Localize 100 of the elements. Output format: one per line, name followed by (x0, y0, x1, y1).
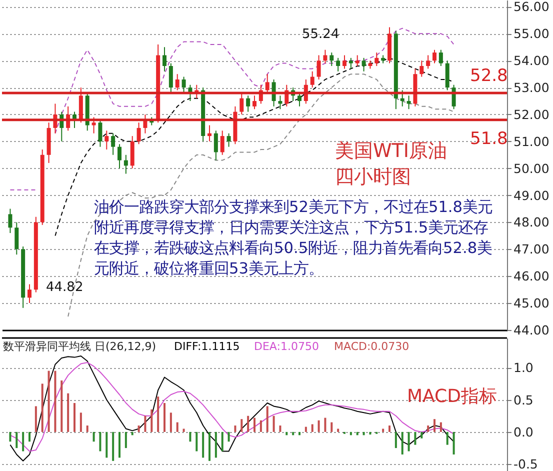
bar (414, 432, 416, 445)
candlestick (400, 90, 404, 107)
candlestick (240, 92, 244, 115)
candlestick (426, 54, 430, 70)
candlestick (208, 124, 212, 142)
bar (324, 418, 326, 432)
bar (401, 432, 404, 454)
bar (80, 412, 82, 432)
candlestick (265, 74, 270, 94)
bar (182, 428, 185, 432)
annotation: 油价一路跌穿大部分支撑来到52美元下方，不过在51.8美元附近再度寻得支撑，日内需要关注这点，下方51.5美元还存在支撑，若跌破这点料看向50.5附近，阻力首先看向52.8美元附近，破位将重回53美元上方。 (94, 198, 493, 278)
bar (150, 409, 153, 432)
bar (157, 396, 160, 432)
y-tick-label: 54.00 (514, 53, 550, 68)
bar (434, 419, 436, 432)
bar (356, 432, 358, 436)
y-tick-label: 56.00 (514, 0, 550, 14)
bar (112, 432, 114, 461)
candlestick (278, 95, 282, 110)
bar (99, 432, 102, 452)
bar (131, 432, 134, 436)
bar (240, 419, 243, 432)
annotation: 四小时图 (335, 166, 411, 188)
bar (92, 432, 95, 442)
bar (234, 426, 236, 432)
bar (408, 432, 410, 452)
y-tick-label: 49.00 (514, 188, 550, 203)
bar (420, 432, 423, 438)
candlestick (98, 119, 102, 148)
candlestick (406, 95, 411, 110)
bar (189, 432, 192, 442)
bar (440, 422, 442, 432)
y-tick-label: 52.00 (514, 106, 550, 122)
candlestick (175, 74, 180, 91)
candlestick (374, 52, 379, 66)
y-tick-label: 1.0 (514, 360, 534, 376)
ref-line-label: 52.8 (470, 66, 508, 86)
bar (318, 420, 320, 432)
bar (28, 432, 30, 442)
bar (176, 422, 178, 432)
bar (118, 432, 120, 458)
bar (388, 426, 390, 432)
bar (272, 416, 275, 432)
candlestick (438, 49, 443, 66)
candlestick (330, 52, 334, 66)
bar (254, 418, 256, 432)
candlestick (168, 62, 173, 94)
candlestick (136, 122, 141, 145)
bar (106, 432, 108, 458)
annotation: 美国WTI原油 (335, 140, 447, 162)
candlestick (348, 57, 353, 70)
y-tick-label: 45.00 (514, 296, 550, 311)
candlestick (226, 132, 231, 148)
candlestick (118, 144, 122, 169)
bar (86, 426, 88, 432)
bar (74, 402, 76, 432)
candlestick (310, 70, 314, 88)
annotation: 44.82 (46, 280, 84, 295)
candlestick (355, 54, 360, 66)
bar (330, 422, 333, 432)
y-tick-label: 47.00 (514, 242, 550, 257)
bar (60, 380, 63, 432)
bar (208, 432, 210, 461)
bar (54, 370, 56, 432)
bar (369, 432, 372, 435)
bar (221, 432, 224, 452)
bar (311, 424, 314, 432)
candlestick (162, 46, 166, 72)
candlestick (214, 130, 218, 161)
candlestick (246, 95, 250, 112)
candlestick (336, 57, 340, 72)
bar (247, 416, 250, 432)
text: DIFF:1.1115 (174, 340, 240, 353)
bar (34, 406, 37, 432)
text: MACD:0.0730 (334, 340, 410, 353)
candlestick (124, 154, 128, 174)
candlestick (104, 130, 109, 150)
bar (304, 426, 307, 432)
bar (427, 426, 430, 432)
bar (337, 428, 340, 432)
y-tick-label: -0.5 (514, 456, 538, 471)
candlestick (92, 116, 96, 134)
y-tick-label: 48.00 (514, 214, 550, 230)
bar (41, 384, 44, 432)
bar (382, 428, 384, 432)
y-tick-label: 0.5 (514, 392, 534, 408)
bar (48, 370, 50, 432)
candlestick (323, 49, 328, 64)
bar (67, 393, 70, 432)
bar (22, 432, 24, 452)
candlestick (220, 130, 224, 156)
candlestick (14, 222, 19, 256)
candlestick (111, 132, 116, 156)
bar (452, 432, 455, 454)
candlestick (298, 92, 302, 107)
bar (446, 432, 448, 445)
y-tick-label: 0.0 (514, 424, 534, 440)
candlestick (432, 49, 436, 64)
bar (16, 432, 18, 448)
bar (394, 432, 397, 448)
